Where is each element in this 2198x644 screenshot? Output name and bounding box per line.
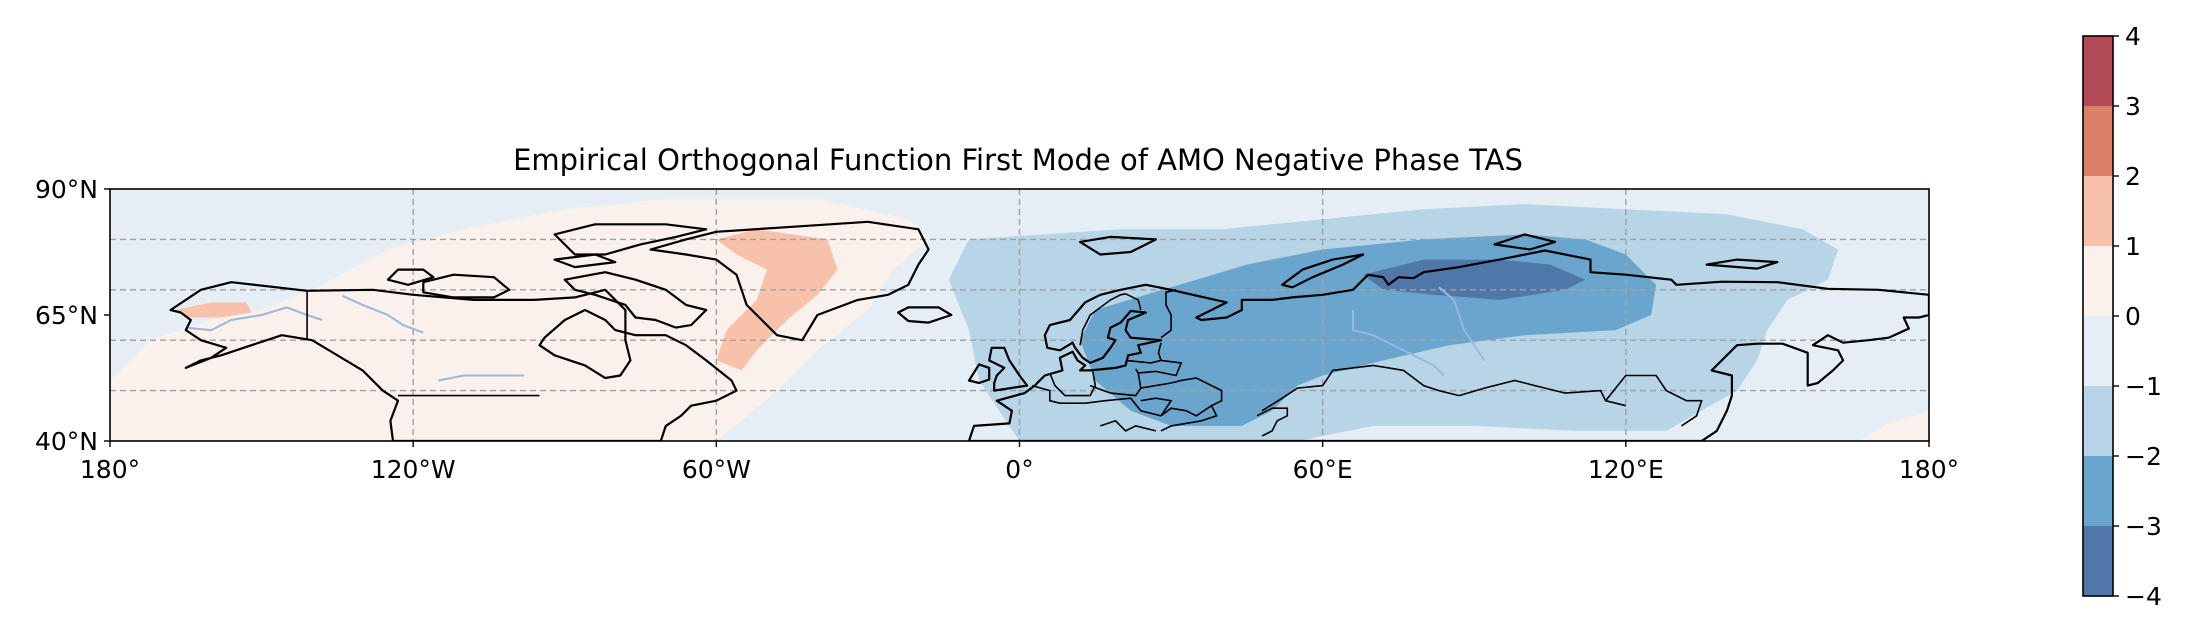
x-tick-label: 0°: [1005, 455, 1033, 484]
border-europe-borders-e: [1140, 377, 1223, 407]
coastline-victoria-island: [422, 273, 511, 299]
coastline-devon-island: [553, 253, 617, 269]
field-region-far-east-warm: [1858, 410, 1929, 441]
border-europe-borders-g: [1138, 359, 1183, 377]
borders-layer: [306, 289, 1703, 437]
colorbar-ticks: −4 −3 −2 −1 0 1 2 3 4: [2113, 22, 2162, 611]
border-europe-borders-h: [1100, 419, 1157, 432]
map-panel: 180° 120°W 60°W 0° 60°E 120°E 180° 40°N 65°N 90°…: [35, 175, 1959, 484]
colorbar-tick-label: 0: [2125, 302, 2141, 331]
x-tick-label: 120°W: [371, 455, 456, 484]
river-mackenzie-river: [341, 294, 424, 334]
colorbar-band: [2083, 386, 2113, 456]
coastline-greenland: [649, 220, 930, 342]
river-yenisei-river: [1438, 286, 1486, 361]
colorbar: −4 −3 −2 −1 0 1 2 3 4: [2082, 22, 2162, 611]
field-region-alaska-warm-2: [175, 302, 252, 318]
river-saskatchewan-river: [438, 374, 525, 382]
x-tick-label: 60°E: [1293, 455, 1353, 484]
colorbar-band: [2083, 526, 2113, 596]
field-region-greenland-warm-2: [716, 229, 838, 371]
colorbar-tick-label: −1: [2125, 372, 2162, 401]
coastline-new-siberian-islands: [1705, 258, 1779, 270]
border-europe-borders-f: [1140, 397, 1173, 417]
coastline-banks-island: [386, 268, 435, 286]
border-europe-borders-b: [1049, 371, 1097, 397]
coastline-ellesmere-island: [553, 223, 708, 256]
x-tick-label: 60°W: [682, 455, 751, 484]
border-europe-borders-a: [1031, 384, 1162, 417]
x-tick-label: 180°: [1899, 455, 1959, 484]
x-tick-label: 120°E: [1588, 455, 1664, 484]
y-tick-label: 40°N: [35, 427, 98, 456]
longitude-axis: 180° 120°W 60°W 0° 60°E 120°E 180°: [80, 441, 1959, 484]
field-region-north-america-warm: [110, 199, 929, 441]
coastline-eurasia: [967, 249, 1929, 441]
border-mongolia-border: [1458, 379, 1626, 407]
border-caspian-coast: [1256, 407, 1289, 437]
y-tick-label: 90°N: [35, 175, 98, 204]
coastline-novaya-zemlya: [1281, 253, 1365, 289]
coastline-baffin-island: [563, 271, 708, 329]
colorbar-tick-label: −2: [2125, 442, 2162, 471]
field-region-siberia-cool-3: [1363, 259, 1586, 300]
coastline-svalbard: [1078, 235, 1158, 256]
colorbar-band: [2083, 456, 2113, 526]
latitude-axis: 40°N 65°N 90°N: [35, 175, 110, 456]
colorbar-band: [2083, 106, 2113, 176]
border-sweden-finland-border: [1125, 293, 1142, 311]
border-black-sea-coast: [1160, 404, 1218, 432]
border-finland-russia-border: [1160, 289, 1177, 339]
gridlines: [110, 189, 1929, 441]
colorbar-tick-label: 2: [2125, 162, 2141, 191]
colorbar-band: [2083, 176, 2113, 246]
x-tick-label: 180°: [80, 455, 140, 484]
border-kazakhstan-border: [1261, 364, 1460, 412]
colorbar-tick-label: −3: [2125, 512, 2162, 541]
coastline-north-america: [169, 281, 738, 441]
colorbar-tick-label: 1: [2125, 232, 2141, 261]
chart-title: Empirical Orthogonal Function First Mode…: [513, 143, 1523, 177]
coastline-ireland: [967, 363, 991, 385]
coastline-great-britain: [988, 346, 1029, 392]
colorbar-band: [2083, 36, 2113, 106]
border-europe-borders-c: [1089, 368, 1142, 397]
border-china-russia-border: [1604, 374, 1703, 427]
colorbar-tick-label: 3: [2125, 92, 2141, 121]
coastlines-layer: [169, 220, 1929, 441]
border-norway-sweden-border: [1079, 293, 1126, 346]
coastline-iceland: [897, 306, 953, 324]
colorbar-tick-label: 4: [2125, 22, 2141, 51]
colorbar-band: [2083, 246, 2113, 316]
colorbar-tick-label: −4: [2125, 582, 2162, 611]
colorbar-bands: [2083, 36, 2113, 596]
y-tick-label: 65°N: [35, 301, 98, 330]
temperature-field-layer: [110, 199, 1929, 441]
colorbar-band: [2083, 316, 2113, 386]
river-ob-river: [1352, 310, 1445, 377]
coastline-severnaya-zemlya: [1493, 233, 1557, 251]
